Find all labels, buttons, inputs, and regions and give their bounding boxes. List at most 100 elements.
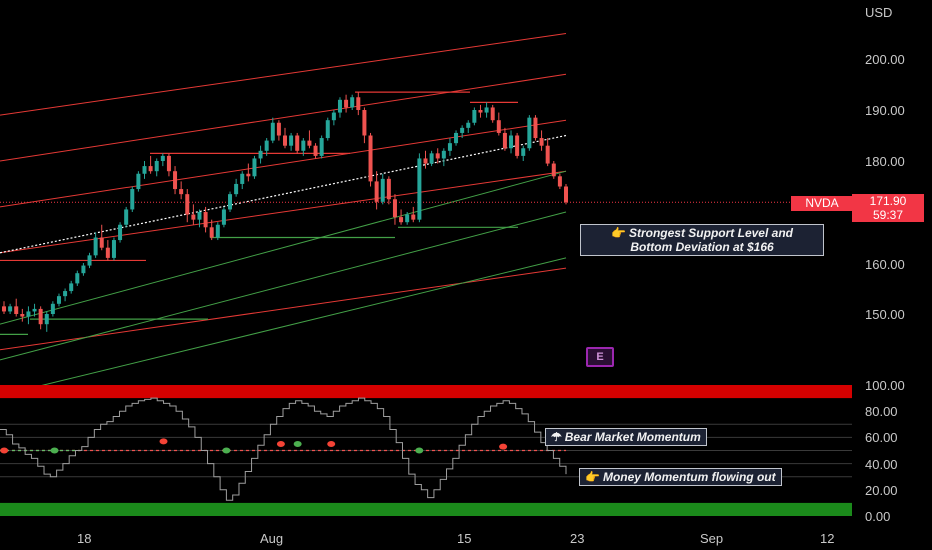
candle-body (111, 240, 116, 258)
oscillator-band (0, 502, 852, 516)
price-tick: 180.00 (865, 154, 905, 169)
channel-line-green (0, 211, 567, 361)
candle-body (63, 291, 68, 297)
candle-body (142, 166, 147, 174)
candle-body (69, 283, 74, 292)
osc-tick: 100.00 (865, 378, 905, 393)
candle-body (423, 158, 428, 164)
candle-body (14, 306, 19, 314)
candle-body (557, 176, 562, 187)
candle-body (392, 199, 397, 218)
candle-body (527, 117, 532, 149)
candle-body (191, 214, 196, 220)
time-tick: 15 (457, 531, 472, 546)
time-tick: 18 (77, 531, 92, 546)
time-tick: 12 (820, 531, 835, 546)
candle-body (484, 107, 489, 113)
candle-body (93, 237, 98, 256)
price-tick: 200.00 (865, 52, 905, 67)
candle-body (185, 194, 190, 215)
candle-body (295, 135, 300, 151)
candle-body (478, 110, 483, 113)
osc-tick: 20.00 (865, 483, 898, 498)
candle-body (380, 178, 385, 202)
symbol-badge: NVDA (791, 196, 853, 211)
candle-body (533, 117, 538, 139)
candle-body (38, 308, 43, 325)
candle-body (374, 181, 379, 202)
candle-body (454, 132, 459, 144)
earnings-marker[interactable]: E (586, 347, 614, 367)
candle-body (496, 120, 501, 133)
candle-body (124, 209, 129, 225)
price-tick: 160.00 (865, 257, 905, 272)
currency-label: USD (865, 5, 893, 20)
price-pane (0, 33, 852, 397)
candle-body (99, 237, 104, 248)
oscillator-signal-dot (50, 447, 59, 454)
candle-body (258, 150, 263, 159)
candle-body (515, 135, 520, 156)
candle-body (331, 112, 336, 121)
candle-body (173, 171, 178, 190)
support-annotation-line1: Strongest Support Level and (628, 226, 793, 240)
candle-body (118, 224, 123, 241)
candle-body (75, 273, 80, 284)
last-price: 171.90 (869, 194, 907, 208)
candle-body (197, 212, 202, 220)
candle-body (368, 135, 373, 182)
candle-body (307, 140, 312, 146)
candle-body (136, 173, 141, 190)
hand-pointing-icon: 👉 (611, 226, 626, 240)
candle-body (344, 99, 349, 108)
candle-body (405, 214, 410, 223)
channel-line-red (0, 119, 567, 208)
channel-line-green (0, 170, 567, 325)
candle-body (441, 150, 446, 159)
channel-line-red (0, 170, 567, 254)
bear-annotation: ☂ Bear Market Momentum (545, 428, 707, 446)
candle-body (325, 120, 330, 139)
osc-tick: 40.00 (865, 457, 898, 472)
candle-body (154, 161, 159, 172)
candle-body (228, 194, 233, 210)
oscillator-signal-dot (415, 447, 424, 454)
candle-body (32, 308, 37, 312)
time-axis[interactable]: 18 Aug 15 23 Sep 12 (0, 528, 852, 550)
candle-body (435, 153, 440, 159)
price-tick: 150.00 (865, 307, 905, 322)
candle-body (179, 189, 184, 195)
candle-body (203, 212, 208, 228)
candle-body (81, 265, 86, 274)
candle-body (417, 158, 422, 220)
channel-line-red (0, 267, 567, 351)
price-tick: 190.00 (865, 103, 905, 118)
time-tick: Aug (260, 531, 284, 546)
candle-body (509, 135, 514, 149)
candle-body (50, 303, 55, 314)
candle-body (490, 107, 495, 121)
candle-body (221, 209, 226, 225)
candle-body (362, 110, 367, 136)
osc-tick: 60.00 (865, 430, 898, 445)
candle-body (429, 153, 434, 164)
candle-body (44, 314, 49, 325)
oscillator-signal-dot (327, 440, 336, 447)
candle-body (215, 224, 220, 238)
candle-body (20, 314, 25, 317)
candle-body (166, 155, 171, 172)
candle-body (283, 135, 287, 146)
oscillator-pane (0, 385, 852, 516)
candle-body (252, 158, 257, 177)
candle-body (521, 148, 526, 156)
candle-body (399, 217, 404, 223)
candle-body (460, 127, 465, 133)
candle-body (545, 145, 550, 164)
candle-body (209, 227, 214, 238)
candle-body (472, 110, 477, 123)
money-annotation-text: Money Momentum flowing out (602, 470, 776, 484)
price-axis[interactable]: USD 200.00 190.00 180.00 160.00 150.00 1… (852, 0, 932, 550)
candle-body (350, 97, 355, 108)
oscillator-signal-dot (159, 438, 168, 445)
